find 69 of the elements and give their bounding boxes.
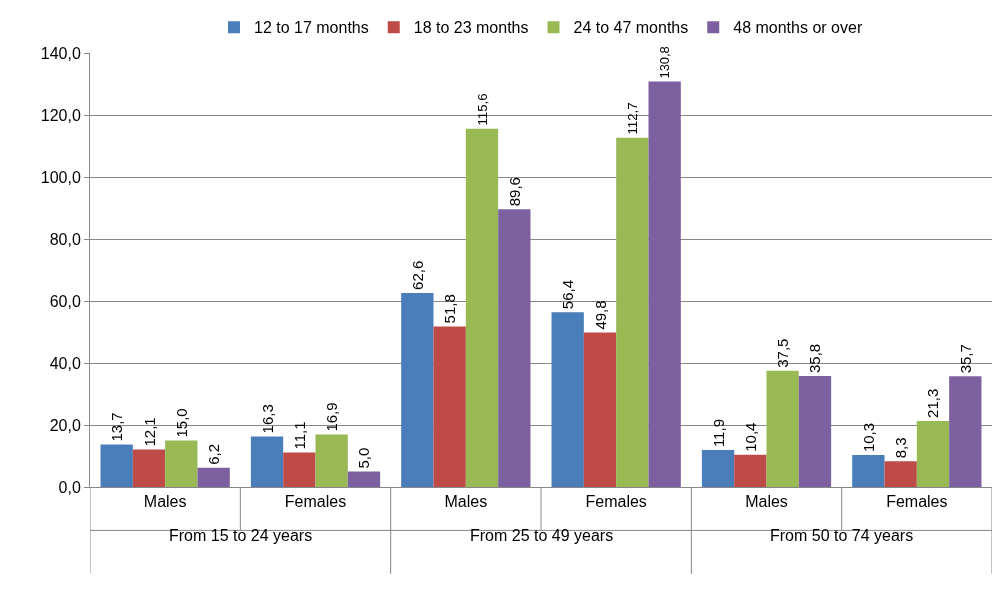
data-label: 35,8 [806, 343, 824, 374]
y-tick-label: 100,0 [40, 168, 81, 186]
data-label: 49,8 [591, 300, 609, 330]
bar [132, 449, 166, 487]
data-label: 56,4 [559, 279, 577, 310]
data-label: 62,6 [408, 260, 426, 290]
x-tick-label: Males [143, 493, 187, 511]
text: From 50 to 74 years [770, 527, 914, 544]
data-label: 37,5 [774, 338, 792, 368]
y-tick-label: 40,0 [49, 354, 81, 372]
x-tick-label: Females [585, 493, 647, 511]
data-label: 35,7 [956, 344, 974, 374]
data-label: 51,8 [441, 294, 459, 324]
bar [100, 444, 133, 487]
text: From 15 to 24 years [169, 527, 313, 544]
bar [583, 332, 617, 487]
bar [798, 376, 832, 487]
bar [165, 440, 198, 487]
legend-label: 12 to 17 months [254, 19, 369, 37]
bar [197, 467, 230, 487]
data-label: 6,2 [205, 443, 223, 465]
data-label: 11,9 [709, 419, 727, 448]
bar [401, 292, 434, 487]
y-tick-label: 120,0 [40, 106, 81, 124]
x-tick-label: Males [444, 493, 488, 511]
data-label: 16,9 [323, 402, 341, 432]
data-label: 11,1 [290, 421, 308, 450]
data-label: 16,3 [258, 404, 276, 434]
bar [283, 452, 316, 487]
data-label: 8,3 [892, 437, 910, 459]
bar [734, 454, 767, 487]
bar [766, 370, 799, 487]
y-tick-label: 0,0 [58, 478, 81, 496]
bar [465, 128, 499, 487]
legend-label: 48 months or over [733, 19, 863, 37]
data-label: 13,7 [108, 412, 126, 442]
data-label: 15,0 [172, 408, 190, 438]
data-label: 115,6 [474, 93, 490, 126]
bar [701, 450, 735, 487]
data-label: 130,8 [657, 46, 673, 79]
bar [433, 326, 466, 487]
data-label: 89,6 [505, 177, 523, 207]
legend-label: 18 to 23 months [413, 19, 529, 37]
data-label: 10,3 [859, 422, 877, 453]
y-tick-label: 60,0 [49, 292, 81, 310]
bar [250, 436, 284, 487]
data-label: 21,3 [924, 388, 942, 418]
y-tick-label: 80,0 [49, 230, 81, 248]
bar [347, 471, 381, 487]
bar [852, 455, 885, 487]
y-tick-label: 20,0 [49, 416, 81, 434]
x-tick-label: Males [745, 493, 788, 511]
legend-label: 24 to 47 months [573, 19, 689, 37]
x-tick-label: Females [284, 493, 347, 511]
data-label: 112,7 [625, 102, 641, 135]
bar [916, 420, 950, 487]
bar [949, 376, 982, 487]
x-tick-label: Females [886, 493, 948, 511]
data-label: 12,1 [140, 417, 158, 447]
bar [616, 137, 649, 487]
bar [551, 312, 584, 487]
data-label: 10,4 [741, 422, 759, 452]
bar [648, 81, 681, 487]
bar [315, 434, 348, 487]
bar [884, 461, 917, 487]
bar [498, 209, 531, 487]
y-tick-label: 140,0 [40, 44, 81, 62]
data-label: 5,0 [355, 447, 373, 469]
text: From 25 to 49 years [470, 527, 614, 544]
